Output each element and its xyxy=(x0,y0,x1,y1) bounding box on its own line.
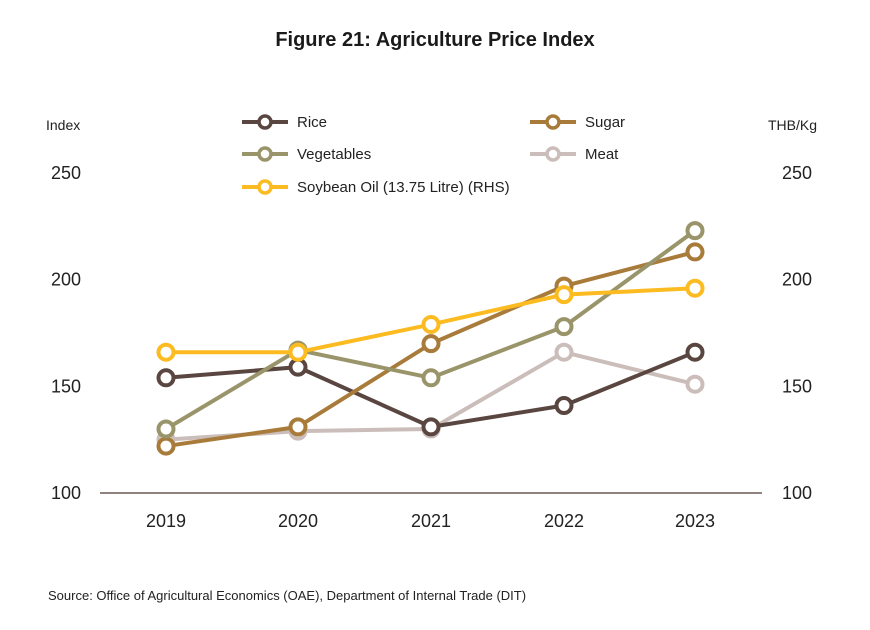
data-point xyxy=(288,417,308,437)
right-tick-label: 200 xyxy=(782,270,812,290)
data-point xyxy=(421,334,441,354)
data-point xyxy=(156,436,176,456)
right-tick-label: 250 xyxy=(782,163,812,183)
legend-swatch-marker xyxy=(257,114,273,130)
data-point xyxy=(421,368,441,388)
legend-swatch-marker xyxy=(545,114,561,130)
legend-label: Meat xyxy=(585,146,619,163)
left-tick-label: 100 xyxy=(51,483,81,503)
x-tick-label: 2021 xyxy=(411,511,451,531)
legend-item: Meat xyxy=(530,146,619,163)
legend-swatch-marker xyxy=(257,146,273,162)
data-point xyxy=(554,317,574,337)
legend-item: Soybean Oil (13.75 Litre) (RHS) xyxy=(242,179,510,196)
series-sugar xyxy=(156,242,705,456)
right-axis-label: THB/Kg xyxy=(768,117,817,133)
legend-label: Sugar xyxy=(585,114,625,131)
data-point xyxy=(554,342,574,362)
data-point xyxy=(685,342,705,362)
data-point xyxy=(685,278,705,298)
source-note: Source: Office of Agricultural Economics… xyxy=(48,588,527,603)
legend-label: Soybean Oil (13.75 Litre) (RHS) xyxy=(297,179,510,196)
data-point xyxy=(554,396,574,416)
data-point xyxy=(156,342,176,362)
x-tick-label: 2019 xyxy=(146,511,186,531)
data-point xyxy=(421,417,441,437)
legend: Rice Sugar Vegetables Meat Soybean Oil (13.7… xyxy=(242,114,625,196)
data-point xyxy=(685,242,705,262)
legend-label: Vegetables xyxy=(297,146,371,163)
data-point xyxy=(554,285,574,305)
legend-swatch-marker xyxy=(257,179,273,195)
axes: 100 150 200 250 100 150 200 250 2019 2020 2021 2022… xyxy=(51,163,812,531)
data-point xyxy=(685,221,705,241)
series-rice xyxy=(156,342,705,437)
left-tick-label: 250 xyxy=(51,163,81,183)
x-tick-label: 2020 xyxy=(278,511,318,531)
x-tick-label: 2022 xyxy=(544,511,584,531)
left-tick-label: 200 xyxy=(51,270,81,290)
x-tick-label: 2023 xyxy=(675,511,715,531)
legend-item: Rice xyxy=(242,114,327,131)
chart-title: Figure 21: Agriculture Price Index xyxy=(275,29,594,51)
data-point xyxy=(156,419,176,439)
data-point xyxy=(288,357,308,377)
series-layer xyxy=(156,221,705,456)
data-point xyxy=(685,374,705,394)
data-point xyxy=(288,342,308,362)
legend-label: Rice xyxy=(297,114,327,131)
left-axis-label: Index xyxy=(46,117,80,133)
legend-item: Sugar xyxy=(530,114,625,131)
legend-item: Vegetables xyxy=(242,146,371,163)
data-point xyxy=(421,314,441,334)
right-tick-label: 150 xyxy=(782,376,812,396)
right-tick-label: 100 xyxy=(782,483,812,503)
left-tick-label: 150 xyxy=(51,376,81,396)
legend-swatch-marker xyxy=(545,146,561,162)
data-point xyxy=(156,368,176,388)
series-soybean xyxy=(156,278,705,362)
